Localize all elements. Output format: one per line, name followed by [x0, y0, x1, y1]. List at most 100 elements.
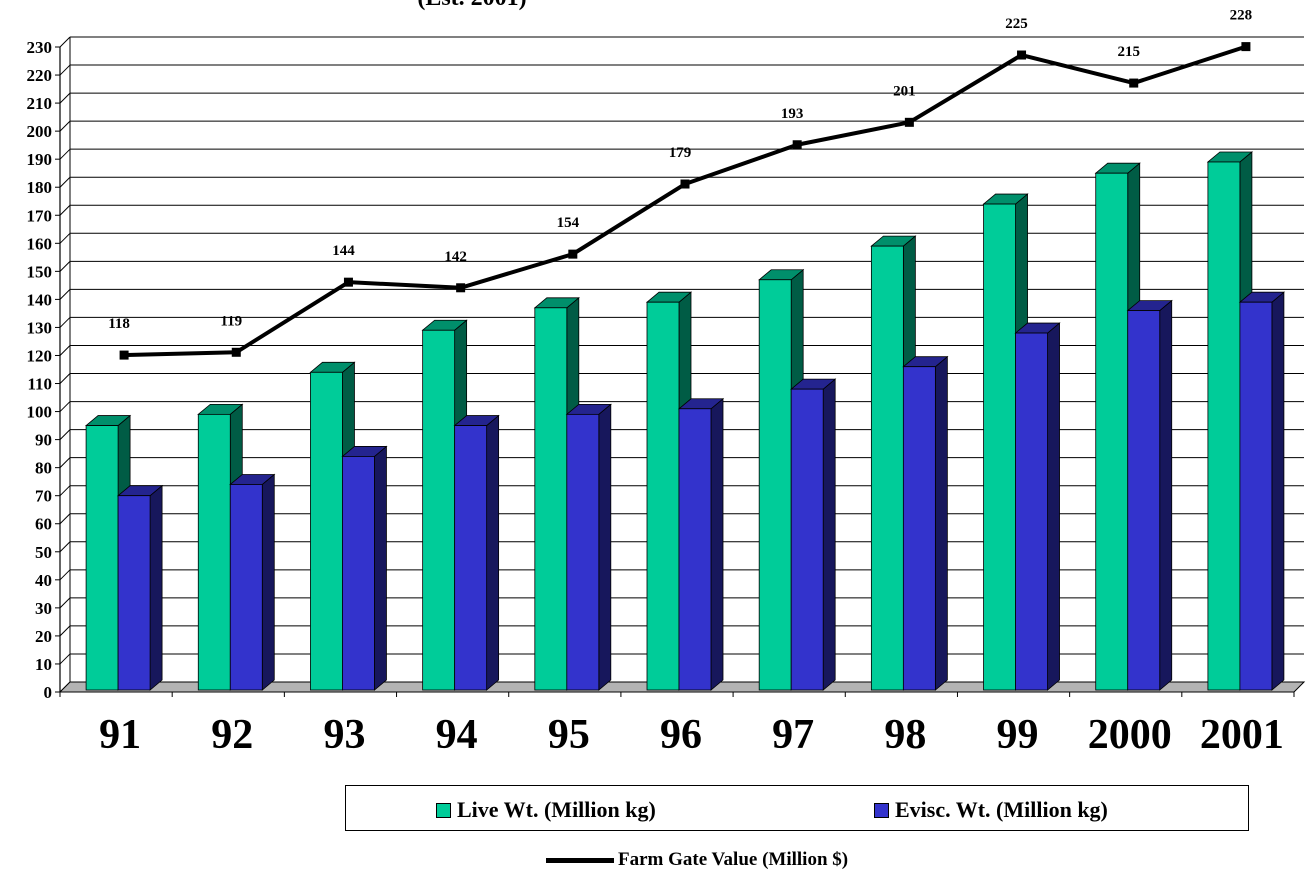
bar-evisc [116, 484, 164, 691]
farm-gate-point [680, 179, 690, 189]
bar-front [1239, 301, 1273, 691]
legend-item-live: Live Wt. (Million kg) [436, 797, 656, 823]
bar-front [422, 329, 456, 691]
data-label: 179 [669, 145, 692, 161]
y-tick-label: 50 [35, 543, 52, 562]
y-tick-label: 70 [35, 487, 52, 506]
y-tick-label: 180 [27, 178, 53, 197]
gridline-depth [59, 345, 71, 356]
bar-front [1207, 161, 1241, 691]
bar-front [902, 366, 936, 691]
y-tick-label: 170 [27, 206, 53, 225]
legend-swatch-farm-gate [546, 857, 614, 863]
legend: Live Wt. (Million kg) Evisc. Wt. (Millio… [345, 785, 1249, 831]
bar-front [1127, 310, 1161, 691]
y-tick-label: 0 [44, 683, 53, 702]
bar-side [374, 445, 387, 691]
bar-evisc [902, 355, 949, 691]
x-tick-label: 93 [323, 712, 365, 758]
bar-front [310, 371, 343, 691]
x-tick-label: 96 [660, 712, 702, 758]
bar-front [454, 425, 488, 691]
gridline-depth [59, 569, 71, 581]
legend-item-farm-gate: Farm Gate Value (Million $) [546, 849, 848, 871]
y-tick-label: 110 [27, 375, 52, 394]
y-tick-label: 90 [35, 431, 52, 450]
bar-front [85, 425, 119, 691]
gridline-depth [59, 625, 71, 637]
gridline-depth [59, 485, 71, 497]
data-label: 154 [557, 215, 580, 231]
data-label: 225 [1005, 16, 1028, 32]
legend-label-evisc: Evisc. Wt. (Million kg) [895, 797, 1108, 822]
chart-title: (Est. 2001) [417, 0, 526, 11]
legend-swatch-evisc [874, 802, 889, 818]
bar-side [486, 414, 500, 691]
gridline-depth [59, 541, 71, 553]
y-tick-label: 10 [35, 655, 52, 674]
y-tick-label: 40 [35, 571, 52, 590]
bar-side [1047, 322, 1060, 691]
x-tick-label: 91 [99, 712, 141, 758]
x-tick-label: 98 [884, 712, 926, 758]
bar-front [646, 301, 680, 691]
legend-item-evisc: Evisc. Wt. (Million kg) [874, 797, 1108, 823]
bar-evisc [1014, 322, 1061, 691]
bar-front [678, 408, 712, 691]
data-label: 215 [1117, 44, 1140, 60]
bar-front [1015, 332, 1048, 691]
gridline-depth [59, 401, 71, 412]
bar-evisc [341, 445, 388, 691]
farm-gate-point [456, 283, 466, 293]
line-series [119, 42, 1251, 360]
y-tick-label: 20 [35, 627, 52, 646]
gridline-depth [59, 204, 71, 216]
farm-gate-point [1017, 50, 1027, 60]
farm-gate-point [568, 249, 578, 259]
y-tick-label: 190 [27, 150, 53, 169]
y-tick-label: 230 [27, 38, 53, 57]
bar-side [1271, 291, 1285, 691]
y-tick-label: 100 [27, 403, 53, 422]
farm-gate-point [119, 350, 129, 360]
gridline-depth [59, 429, 71, 440]
farm-gate-point [231, 347, 241, 357]
bar-side [598, 403, 612, 691]
y-tick-label: 140 [27, 290, 53, 309]
gridline-depth [59, 317, 71, 328]
gridline-depth [59, 120, 71, 132]
legend-label-farm-gate: Farm Gate Value (Million $) [618, 849, 849, 870]
gridline-depth [59, 232, 71, 244]
y-tick-label: 200 [27, 122, 53, 141]
bar-front [342, 456, 375, 691]
y-tick-label: 210 [27, 94, 53, 113]
legend-swatch-live [436, 802, 451, 818]
farm-gate-point [1241, 42, 1251, 52]
legend-label-live: Live Wt. (Million kg) [457, 797, 656, 822]
gridline-depth [59, 260, 71, 272]
x-tick-label: 99 [997, 712, 1039, 758]
bar-front [870, 245, 904, 691]
bar-side [149, 484, 163, 691]
gridline-depth [59, 36, 71, 48]
farm-gate-point [792, 140, 802, 150]
gridline-depth [59, 176, 71, 188]
bar-front [534, 307, 568, 691]
gridline-depth [59, 148, 71, 160]
data-label: 119 [220, 313, 242, 329]
x-tick-label: 94 [436, 712, 478, 758]
bar-front [229, 484, 263, 691]
x-tick-label: 95 [548, 712, 590, 758]
data-label: 118 [108, 316, 130, 332]
gridline-depth [59, 373, 71, 384]
bar-evisc [1238, 291, 1286, 691]
x-tick-label: 2001 [1200, 712, 1284, 758]
bars [84, 151, 1286, 691]
data-label: 144 [332, 243, 355, 259]
bar-side [710, 397, 724, 691]
bar-front [117, 495, 151, 691]
bar-evisc [790, 378, 837, 691]
farm-gate-point [343, 277, 353, 287]
bar-front [790, 388, 824, 691]
